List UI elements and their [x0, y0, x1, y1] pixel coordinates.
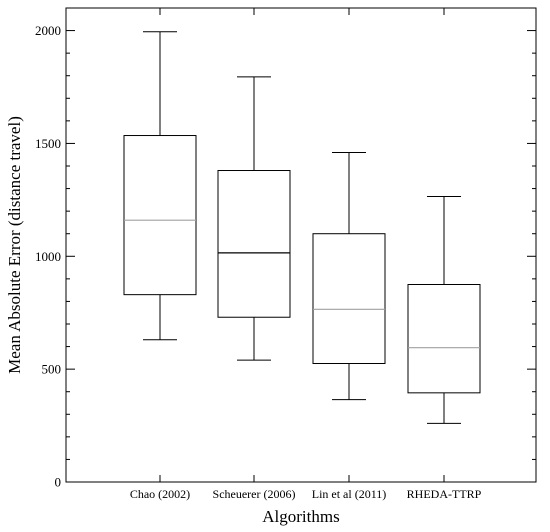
boxes	[123, 31, 481, 424]
box-3	[312, 151, 386, 401]
y-axis-title: Mean Absolute Error (distance travel)	[5, 116, 24, 374]
y-axis: 0 500 1000 1500 2000	[35, 23, 536, 490]
plot-area: 0 500 1000 1500 2000 Chao (2002) Scheuerer (2…	[35, 7, 537, 501]
x-axis-title: Algorithms	[262, 507, 339, 526]
iqr-box	[407, 284, 481, 394]
x-tick-label: Chao (2002)	[130, 487, 190, 501]
x-tick-label: Lin et al (2011)	[312, 487, 387, 501]
box-2	[217, 76, 291, 361]
y-tick-label: 0	[55, 475, 62, 490]
y-tick-label: 2000	[35, 23, 61, 38]
box-1	[123, 31, 197, 341]
y-tick-label: 1500	[35, 136, 61, 151]
y-tick-label: 500	[42, 362, 62, 377]
iqr-box	[217, 170, 291, 318]
y-tick-label: 1000	[35, 249, 61, 264]
x-tick-label: RHEDA-TTRP	[407, 487, 482, 501]
plot-frame	[65, 7, 537, 483]
iqr-box	[123, 135, 197, 296]
iqr-box	[312, 233, 386, 364]
box-4	[407, 195, 481, 424]
x-tick-label: Scheuerer (2006)	[213, 487, 296, 501]
x-axis: Chao (2002) Scheuerer (2006) Lin et al (20…	[130, 8, 482, 501]
